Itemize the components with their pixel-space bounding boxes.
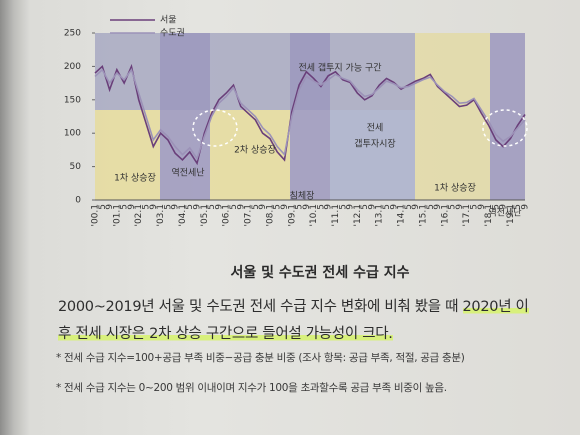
paragraph-line: 후 전세 시장은 2차 상승 구간으로 들어설 가능성이 크다. bbox=[58, 322, 568, 343]
x-tick-label: 5 bbox=[163, 204, 173, 210]
region bbox=[415, 33, 490, 200]
x-tick-label: '15.1 bbox=[418, 204, 428, 227]
x-tick-label: 5 bbox=[426, 204, 436, 210]
region-label: 1차 상승장 bbox=[114, 172, 156, 184]
x-tick-label: 9 bbox=[346, 204, 356, 210]
x-tick-label: 9 bbox=[149, 204, 159, 210]
x-tick-label: 9 bbox=[127, 204, 137, 210]
x-tick-label: 9 bbox=[433, 204, 443, 210]
x-tick-label: 9 bbox=[499, 204, 509, 210]
highlight-text: 2020년 이 bbox=[462, 299, 529, 315]
x-tick-label: 9 bbox=[455, 204, 465, 210]
region-label: 역전세난 bbox=[171, 168, 204, 179]
x-tick-label: 9 bbox=[171, 204, 181, 210]
x-tick-label: 9 bbox=[258, 204, 268, 210]
x-tick-label: '09.1 bbox=[287, 204, 297, 227]
x-tick-label: 5 bbox=[142, 204, 152, 210]
highlight-circle bbox=[192, 109, 238, 147]
x-tick-label: '04.1 bbox=[178, 204, 188, 227]
x-tick-label: 9 bbox=[236, 204, 246, 210]
x-tick-label: 5 bbox=[207, 204, 217, 210]
paragraph-line: 2000~2019년 서울 및 수도권 전세 수급 지수 변화에 비춰 봤을 때… bbox=[58, 295, 568, 316]
legend-label: 서울 bbox=[160, 15, 177, 26]
note: * 전세 수급 지수는 0~200 범위 이내이며 지수가 100을 초과할수록… bbox=[56, 382, 447, 394]
x-tick-label: '03.1 bbox=[156, 204, 166, 227]
x-tick-label: 9 bbox=[477, 204, 487, 210]
x-tick-label: '07.1 bbox=[244, 204, 254, 227]
x-tick-label: '17.1 bbox=[462, 204, 472, 227]
region-label: 전세 bbox=[367, 123, 384, 134]
region-label: 침체장 bbox=[290, 191, 315, 202]
x-tick-label: 9 bbox=[302, 204, 312, 210]
x-tick-label: 9 bbox=[324, 204, 334, 210]
x-tick-label: 5 bbox=[229, 204, 239, 210]
x-tick-label: 5 bbox=[251, 204, 261, 210]
x-tick-label: 5 bbox=[469, 204, 479, 210]
highlight-circle bbox=[482, 109, 528, 147]
x-tick-label: '14.1 bbox=[397, 204, 407, 227]
x-tick-label: 9 bbox=[521, 204, 531, 210]
y-tick-label: 200 bbox=[64, 62, 81, 72]
x-tick-label: '01.1 bbox=[112, 204, 122, 227]
region bbox=[160, 33, 210, 200]
x-tick-label: 5 bbox=[338, 204, 348, 210]
x-tick-label: 9 bbox=[280, 204, 290, 210]
x-tick-label: '16.1 bbox=[440, 204, 450, 227]
x-tick-label: '05.1 bbox=[200, 204, 210, 227]
region bbox=[490, 33, 525, 200]
region bbox=[210, 110, 290, 200]
x-tick-label: '06.1 bbox=[222, 204, 232, 227]
x-tick-label: 5 bbox=[185, 204, 195, 210]
x-tick-label: 5 bbox=[491, 204, 501, 210]
x-tick-label: 5 bbox=[98, 204, 108, 210]
x-tick-label: '02.1 bbox=[134, 204, 144, 227]
x-tick-label: 9 bbox=[214, 204, 224, 210]
x-tick-label: 5 bbox=[404, 204, 414, 210]
highlight-text: 후 전세 시장은 2차 상승 구간으로 들어설 가능성이 크다. bbox=[58, 326, 393, 342]
y-tick-label: 150 bbox=[64, 95, 81, 105]
x-tick-label: '11.1 bbox=[331, 204, 341, 227]
x-tick-label: 5 bbox=[360, 204, 370, 210]
x-tick-label: '08.1 bbox=[265, 204, 275, 227]
chart: 050100150200250'00.159'01.159'02.159'03.… bbox=[64, 15, 531, 227]
series-line bbox=[94, 67, 526, 161]
x-tick-label: '13.1 bbox=[375, 204, 385, 227]
x-tick-label: '19.1 bbox=[506, 204, 516, 227]
x-tick-label: 9 bbox=[389, 204, 399, 210]
region bbox=[330, 110, 415, 200]
series-line bbox=[94, 63, 526, 166]
x-tick-label: '10.1 bbox=[309, 204, 319, 227]
x-tick-label: 5 bbox=[448, 204, 458, 210]
y-tick-label: 50 bbox=[70, 162, 82, 172]
note: * 전세 수급 지수=100+공급 부족 비중−공급 충분 비중 (조사 항목:… bbox=[56, 352, 465, 364]
y-tick-label: 250 bbox=[64, 29, 81, 39]
x-tick-label: 5 bbox=[273, 204, 283, 210]
region-label: 전세 갭투지 가능 구간 bbox=[298, 62, 381, 74]
chart-caption: 서울 및 수도권 전세 수급 지수 bbox=[230, 265, 410, 281]
x-tick-label: '18.1 bbox=[484, 204, 494, 227]
x-tick-label: '00.1 bbox=[91, 204, 101, 227]
legend-label: 수도권 bbox=[160, 27, 185, 39]
x-tick-label: '12.1 bbox=[353, 204, 363, 227]
region bbox=[95, 110, 160, 200]
y-tick-label: 100 bbox=[64, 129, 81, 139]
x-tick-label: 5 bbox=[120, 204, 130, 210]
x-tick-label: 9 bbox=[105, 204, 115, 210]
region-label: 역전세난 bbox=[488, 208, 521, 219]
x-tick-label: 9 bbox=[193, 204, 203, 210]
x-tick-label: 9 bbox=[411, 204, 421, 210]
y-tick-label: 0 bbox=[75, 196, 81, 206]
region-label: 1차 상승장 bbox=[434, 182, 476, 194]
x-tick-label: 5 bbox=[513, 204, 523, 210]
paragraph-text: 2000~2019년 서울 및 수도권 전세 수급 지수 변화에 비춰 봤을 때 bbox=[58, 299, 463, 315]
x-tick-label: 5 bbox=[382, 204, 392, 210]
region-label: 2차 상승장 bbox=[234, 144, 276, 156]
x-tick-label: 5 bbox=[316, 204, 326, 210]
x-tick-label: 9 bbox=[367, 204, 377, 210]
x-tick-label: 5 bbox=[295, 204, 305, 210]
region bbox=[290, 33, 330, 200]
region-label: 갭투자시장 bbox=[354, 138, 395, 150]
